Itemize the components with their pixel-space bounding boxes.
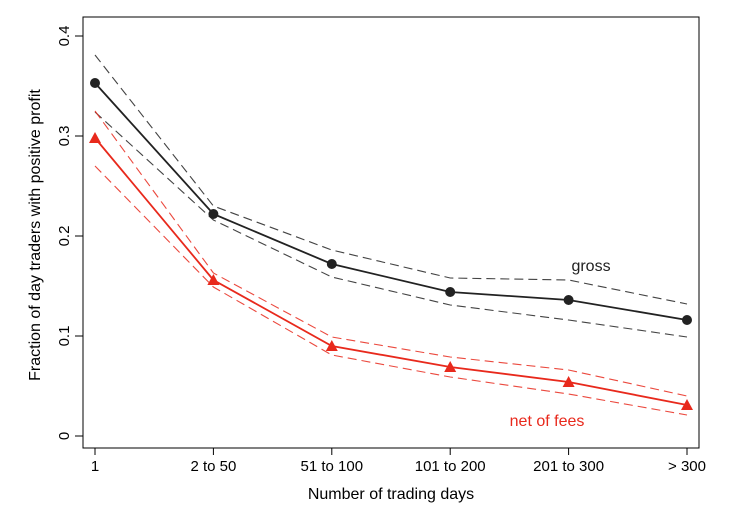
data-point bbox=[681, 399, 693, 410]
data-point bbox=[326, 259, 337, 269]
data-point bbox=[445, 287, 456, 297]
data-point bbox=[89, 132, 101, 143]
series-line bbox=[94, 137, 688, 406]
series-gross: gross bbox=[90, 54, 692, 338]
y-tick-label: 0.4 bbox=[56, 26, 73, 47]
x-tick-label: 1 bbox=[91, 458, 99, 475]
data-point bbox=[325, 340, 338, 351]
y-tick-label: 0.3 bbox=[56, 126, 73, 147]
data-point bbox=[563, 295, 574, 305]
series-line bbox=[94, 82, 688, 321]
plot-frame bbox=[82, 16, 700, 449]
ci-lower-line bbox=[94, 111, 688, 338]
x-tick-label: 2 to 50 bbox=[190, 458, 236, 475]
series-label: gross bbox=[571, 258, 610, 275]
data-point bbox=[90, 78, 100, 88]
data-point bbox=[444, 361, 457, 372]
ci-upper-line bbox=[94, 54, 688, 305]
y-tick-label: 0.1 bbox=[56, 326, 73, 347]
y-axis: 0 0.1 0.2 0.3 0.4 bbox=[56, 26, 83, 440]
y-axis-label: Fraction of day traders with positive pr… bbox=[27, 89, 44, 381]
data-point bbox=[562, 376, 575, 387]
y-tick-label: 0 bbox=[56, 432, 73, 440]
x-tick-label: 201 to 300 bbox=[533, 458, 604, 475]
series-label: net of fees bbox=[510, 413, 585, 430]
ci-upper-line bbox=[94, 110, 688, 397]
data-point bbox=[207, 274, 220, 285]
x-tick-label: 51 to 100 bbox=[301, 458, 364, 475]
series-net-of-fees: net of fees bbox=[89, 110, 693, 430]
y-tick-label: 0.2 bbox=[56, 226, 73, 247]
x-tick-label: > 300 bbox=[668, 458, 706, 475]
x-axis: 1 2 to 50 51 to 100 101 to 200 201 to 300 > 3… bbox=[91, 448, 706, 475]
ci-lower-line bbox=[94, 165, 688, 416]
x-tick-label: 101 to 200 bbox=[415, 458, 486, 475]
data-point bbox=[682, 315, 692, 325]
x-axis-label: Number of trading days bbox=[308, 486, 474, 503]
series-layer: gross net of fees bbox=[89, 54, 693, 430]
data-point bbox=[208, 209, 219, 219]
